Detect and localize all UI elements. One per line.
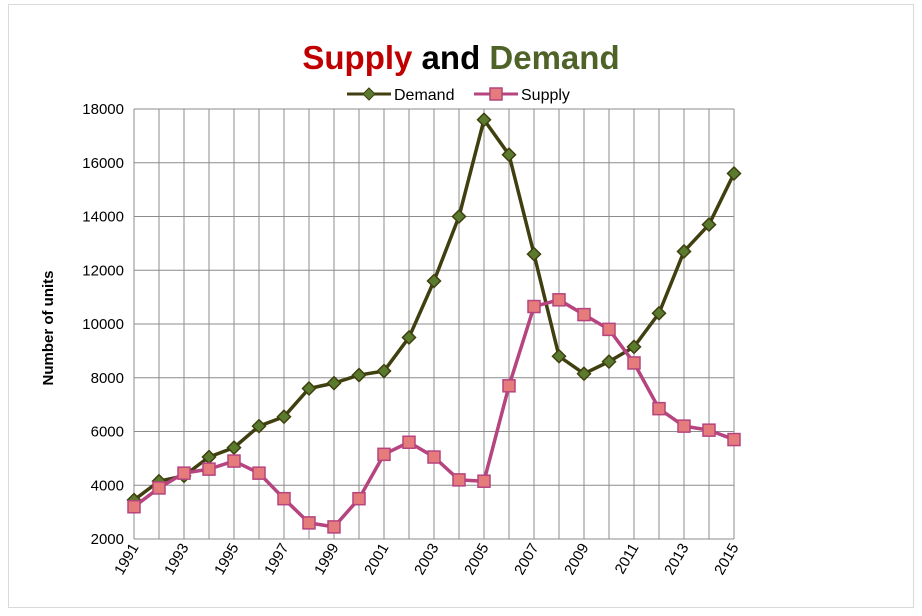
legend-demand-label: Demand xyxy=(394,87,454,104)
chart-title: Supply and Demand xyxy=(302,39,619,76)
y-tick-label: 2000 xyxy=(91,531,124,548)
data-point-supply xyxy=(577,307,591,322)
y-tick-label: 10000 xyxy=(82,316,124,333)
line-chart: Supply and Demand Demand Supply Number o… xyxy=(40,39,742,578)
data-point-supply xyxy=(677,419,691,433)
title-part-and: and xyxy=(412,39,489,76)
data-point-demand xyxy=(526,246,542,262)
data-point-supply xyxy=(602,322,616,337)
data-point-demand xyxy=(701,217,717,233)
grid xyxy=(133,108,735,540)
title-part-demand: Demand xyxy=(489,39,619,76)
data-point-supply xyxy=(627,356,641,370)
data-point-supply xyxy=(177,466,191,480)
data-point-demand xyxy=(301,380,317,397)
data-point-demand xyxy=(501,147,517,163)
y-tick-label: 4000 xyxy=(91,477,124,494)
data-point-demand xyxy=(351,367,367,383)
y-tick-label: 12000 xyxy=(82,262,124,279)
data-point-demand xyxy=(551,348,567,364)
data-point-supply xyxy=(727,432,741,447)
data-point-demand xyxy=(326,375,342,391)
x-tick-labels: 1991 1993 1995 1997 1999 2001 2003 2005 2007 2009… xyxy=(111,541,742,578)
data-point-supply xyxy=(527,299,541,314)
data-point-supply xyxy=(277,491,291,506)
data-point-demand xyxy=(376,363,392,379)
data-point-supply xyxy=(402,435,416,449)
series-layer xyxy=(126,112,742,534)
legend-demand-marker xyxy=(362,87,376,101)
data-point-supply xyxy=(302,516,316,530)
data-point-demand xyxy=(426,273,442,289)
x-tick-label: 1997 xyxy=(261,541,292,578)
data-point-demand xyxy=(476,112,492,128)
x-tick-label: 2007 xyxy=(511,541,542,578)
data-point-demand xyxy=(726,165,742,182)
y-tick-label: 18000 xyxy=(82,101,124,118)
x-tick-label: 1993 xyxy=(161,541,192,578)
chart-frame: Supply and Demand Demand Supply Number o… xyxy=(8,4,914,608)
x-tick-label: 2005 xyxy=(461,541,492,578)
data-point-supply xyxy=(502,379,516,393)
title-part-supply: Supply xyxy=(302,39,413,76)
y-tick-label: 6000 xyxy=(91,424,124,441)
data-point-demand xyxy=(576,366,592,382)
data-point-demand xyxy=(226,440,242,456)
x-tick-label: 2011 xyxy=(612,541,643,577)
x-tick-label: 2003 xyxy=(411,541,442,578)
data-point-demand xyxy=(626,339,642,355)
series-supply xyxy=(127,293,741,534)
data-point-supply xyxy=(252,466,266,480)
y-tick-labels: 2000 4000 6000 8000 10000 12000 14000 16000 1800… xyxy=(82,101,124,548)
x-tick-label: 2001 xyxy=(361,541,392,578)
data-point-demand xyxy=(251,418,267,434)
y-tick-label: 16000 xyxy=(82,155,124,172)
x-tick-label: 1995 xyxy=(211,541,242,578)
data-point-supply xyxy=(202,462,216,476)
data-point-demand xyxy=(651,305,667,321)
data-point-supply xyxy=(702,423,716,437)
data-point-supply xyxy=(352,491,366,506)
legend-supply-label: Supply xyxy=(521,87,570,104)
data-point-supply xyxy=(127,500,141,514)
data-point-supply xyxy=(327,520,341,534)
y-axis-label: Number of units xyxy=(40,271,57,386)
data-point-supply xyxy=(427,450,441,464)
legend-supply-marker xyxy=(489,87,503,101)
data-point-supply xyxy=(377,447,391,462)
x-tick-label: 2009 xyxy=(561,541,592,578)
x-tick-label: 2015 xyxy=(711,541,742,578)
data-point-supply xyxy=(477,474,491,488)
data-point-supply xyxy=(652,401,666,416)
x-tick-label: 1999 xyxy=(311,541,342,578)
legend: Demand Supply xyxy=(347,87,570,104)
y-tick-label: 8000 xyxy=(91,370,124,387)
data-point-demand xyxy=(401,329,417,345)
y-tick-label: 14000 xyxy=(82,209,124,226)
data-point-supply xyxy=(152,481,166,495)
data-point-supply xyxy=(452,473,466,487)
x-tick-label: 2013 xyxy=(661,541,692,578)
data-point-demand xyxy=(601,354,617,370)
data-point-demand xyxy=(276,409,292,425)
data-point-supply xyxy=(552,293,566,307)
data-point-supply xyxy=(227,454,241,468)
data-point-demand xyxy=(676,243,692,259)
data-point-demand xyxy=(451,208,467,225)
